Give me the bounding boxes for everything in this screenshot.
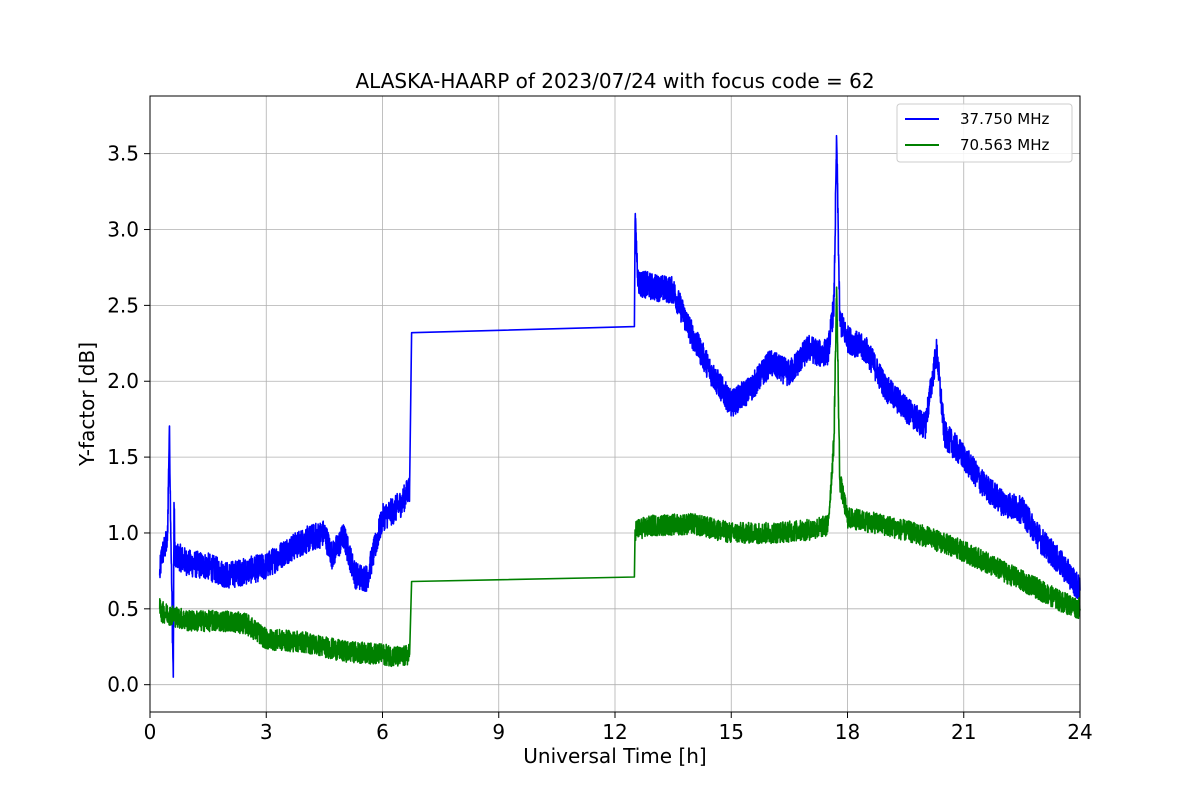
y-tick-label: 2.5 bbox=[107, 293, 139, 317]
x-axis: 0 3 6 9 12 15 18 21 24 bbox=[144, 712, 1093, 744]
legend-box bbox=[896, 103, 1073, 163]
y-tick-label: 1.5 bbox=[107, 445, 139, 469]
series-line-2 bbox=[158, 286, 1081, 668]
x-tick-label: 9 bbox=[492, 720, 505, 744]
x-tick-label: 6 bbox=[376, 720, 389, 744]
chart-title: ALASKA-HAARP of 2023/07/24 with focus co… bbox=[355, 69, 874, 93]
x-axis-label: Universal Time [h] bbox=[523, 744, 706, 768]
x-tick-label: 15 bbox=[719, 720, 744, 744]
legend-label-series-1: 37.750 MHz bbox=[960, 110, 1049, 128]
y-tick-label: 2.0 bbox=[107, 369, 139, 393]
y-tick-label: 1.0 bbox=[107, 521, 139, 545]
x-tick-label: 12 bbox=[602, 720, 627, 744]
legend: 37.750 MHz 70.563 MHz bbox=[896, 103, 1073, 163]
y-tick-label: 0.0 bbox=[107, 673, 139, 697]
legend-label-series-2: 70.563 MHz bbox=[960, 136, 1049, 154]
y-axis: 0.0 0.5 1.0 1.5 2.0 2.5 3.0 3.5 bbox=[107, 142, 150, 697]
x-tick-label: 3 bbox=[260, 720, 273, 744]
x-tick-label: 24 bbox=[1067, 720, 1092, 744]
series-line-1 bbox=[158, 134, 1081, 678]
series-layer bbox=[158, 134, 1081, 678]
y-axis-label: Y-factor [dB] bbox=[75, 342, 99, 467]
x-tick-label: 0 bbox=[144, 720, 157, 744]
y-tick-label: 3.0 bbox=[107, 218, 139, 242]
y-tick-label: 0.5 bbox=[107, 597, 139, 621]
x-tick-label: 21 bbox=[951, 720, 976, 744]
y-tick-label: 3.5 bbox=[107, 142, 139, 166]
x-tick-label: 18 bbox=[835, 720, 860, 744]
